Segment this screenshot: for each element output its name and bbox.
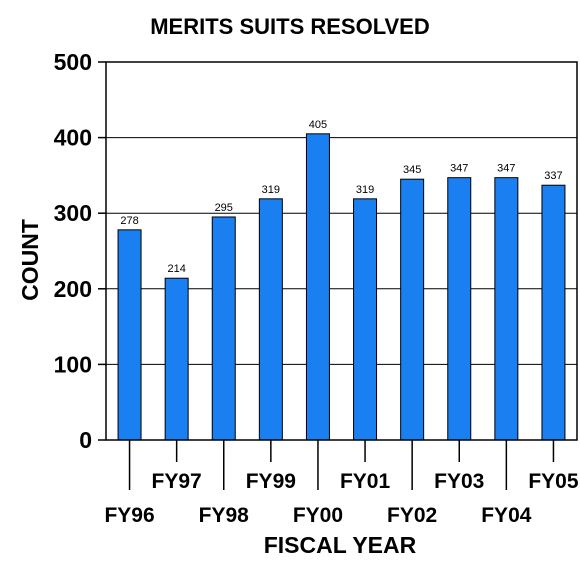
x-axis-title: FISCAL YEAR [264,532,417,558]
data-label: 347 [450,163,468,175]
y-axis-title: COUNT [17,219,43,301]
data-label: 278 [120,215,138,227]
x-tick-label-fy99: FY99 [246,470,296,493]
y-tick-label: 0 [79,427,92,453]
x-tick-label-fy00: FY00 [293,504,343,527]
data-label: 405 [309,119,327,131]
x-tick-label-fy96: FY96 [104,504,154,527]
y-tick-label: 200 [54,276,92,302]
bar-fy05 [541,184,566,441]
axes [98,61,578,490]
plot-frame [105,61,578,441]
bar-fy03 [447,177,472,441]
data-label: 345 [403,164,421,176]
x-tick-label-fy02: FY02 [387,504,437,527]
bar-fy99 [258,198,283,441]
bar-fy01 [353,198,378,441]
data-labels: 278 214 295 319 405 319 345 347 347 337 [120,119,562,275]
bar-fy00 [305,133,330,441]
x-tick-label-fy01: FY01 [340,470,391,493]
data-label: 319 [356,184,374,196]
x-tick-label-fy98: FY98 [199,504,250,527]
bar-fy02 [400,178,425,441]
bars [117,133,566,441]
data-label: 214 [167,263,185,275]
chart-title: MERITS SUITS RESOLVED [150,14,430,39]
bar-fy96 [117,229,142,441]
y-tick-label: 500 [54,49,92,75]
bar-fy97 [164,277,189,441]
y-tick-label: 100 [54,351,92,377]
x-tick-labels: FY96 FY97 FY98 FY99 FY00 FY01 FY02 FY03 FY04 FY05 [104,470,578,527]
data-label: 319 [262,184,280,196]
data-label: 295 [215,202,233,214]
bar-fy04 [494,177,519,441]
y-tick-labels: 0 100 200 300 400 500 [54,49,92,453]
data-label: 347 [497,163,515,175]
x-tick-label-fy04: FY04 [481,504,532,527]
y-tick-label: 400 [54,125,92,151]
bar-fy98 [211,216,236,441]
x-tick-label-fy05: FY05 [528,470,579,493]
y-tick-label: 300 [54,200,92,226]
data-label: 337 [544,170,562,182]
x-tick-label-fy97: FY97 [152,470,202,493]
x-tick-label-fy03: FY03 [434,470,484,493]
